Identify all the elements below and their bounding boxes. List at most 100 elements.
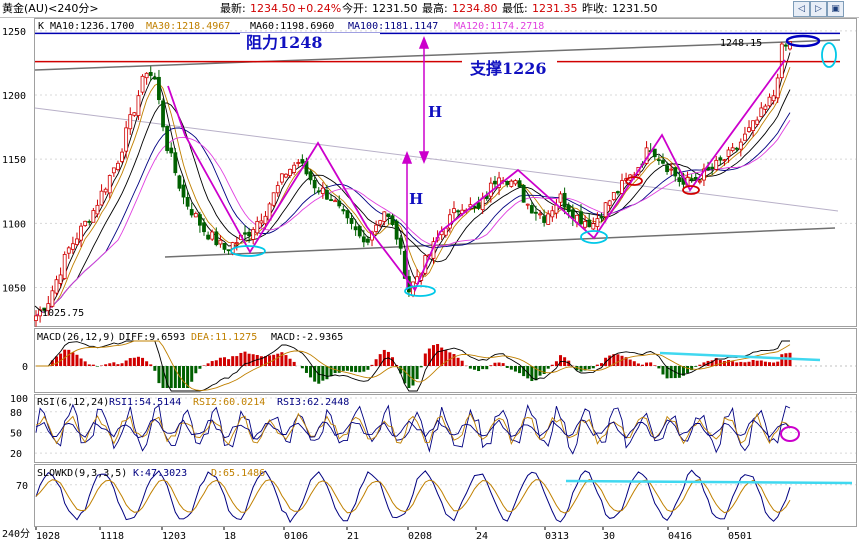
rsi-indicator: 20 50 80 100 xyxy=(10,394,856,460)
candle-body xyxy=(620,180,624,194)
candle-body xyxy=(558,193,563,203)
candle-body xyxy=(226,249,231,252)
candle-body xyxy=(173,152,178,174)
low-label: 最低: xyxy=(502,2,528,15)
candle-body xyxy=(337,200,342,207)
candle-body xyxy=(669,168,674,171)
candle-body xyxy=(70,243,75,250)
measure-arrow-2 xyxy=(401,150,413,290)
candle-body xyxy=(366,238,370,243)
candle-body xyxy=(50,290,55,307)
candle-body xyxy=(447,214,452,229)
kd-divergence-line xyxy=(565,479,853,485)
trend-lines xyxy=(34,39,841,258)
support-label-bg xyxy=(462,58,557,78)
macd-legend-item: DIFF:9.6593 xyxy=(119,332,185,343)
candle-body xyxy=(157,76,161,101)
candle-body xyxy=(148,72,153,76)
candle-body xyxy=(247,231,251,237)
low-price-pointer xyxy=(34,305,43,313)
kline-panel-frame xyxy=(34,18,857,327)
candle-body xyxy=(534,211,538,214)
kd-indicator: 70 xyxy=(16,469,856,524)
candle-body xyxy=(357,226,362,237)
upper-channel-line xyxy=(34,39,841,71)
open-label: 今开: xyxy=(342,2,368,15)
open-price: 1231.50 xyxy=(372,2,418,15)
candle-body xyxy=(513,180,518,185)
candle-body xyxy=(284,173,288,178)
candle-body xyxy=(316,190,321,193)
candle-body xyxy=(718,157,723,161)
candle-body xyxy=(255,221,260,234)
x-tick-label: 0208 xyxy=(408,531,432,541)
candle-body xyxy=(493,180,497,185)
candle-body xyxy=(136,95,141,116)
candle-body xyxy=(398,237,403,249)
candle-body xyxy=(677,177,682,182)
candle-body xyxy=(329,199,333,202)
kd-d-line xyxy=(35,479,791,514)
kd-legend-item: K:47.3023 xyxy=(133,468,187,479)
high-price: 1234.80 xyxy=(452,2,498,15)
low-price-label: 1025.75 xyxy=(42,308,84,319)
candle-body xyxy=(124,127,129,152)
candle-body xyxy=(152,76,157,80)
candle-body xyxy=(784,44,788,47)
candle-body xyxy=(505,181,510,185)
candle-body xyxy=(497,177,501,188)
red-highlight-1 xyxy=(625,176,643,186)
candle-body xyxy=(165,125,170,151)
y-tick-label: 1250 xyxy=(2,27,26,38)
candle-body xyxy=(759,107,764,118)
x-tick-label: 0416 xyxy=(668,531,692,541)
latest-price: 1234.50 xyxy=(250,2,296,15)
rsi-y-tick: 50 xyxy=(10,428,22,439)
bottom-highlight-1 xyxy=(230,245,266,257)
candle-body xyxy=(66,247,71,254)
candle-body xyxy=(509,180,514,187)
quote-header-bar: 黄金(AU)<240分> 最新: 1234.50 +0.24% 今开: 1231… xyxy=(0,0,859,18)
candle-body xyxy=(288,168,292,176)
candle-body xyxy=(771,95,776,102)
ma120-line xyxy=(35,120,791,317)
kd-legend-item: SLOWKD(9,3,3,5) xyxy=(37,468,127,479)
x-axis-ticks: 1028 1118 1203 18 0106 21 0208 24 0313 30 0416 0501 xyxy=(35,527,752,541)
candle-body xyxy=(132,112,137,116)
candle-body xyxy=(517,180,522,188)
x-tick-label: 1028 xyxy=(36,531,60,541)
candle-body xyxy=(214,231,219,246)
candle-body xyxy=(665,165,669,173)
uptrend-support-line xyxy=(164,227,836,258)
top-highlight-blue xyxy=(785,34,821,48)
candle-body xyxy=(271,192,276,206)
candle-body xyxy=(374,224,379,232)
zoom-window-icon[interactable]: ▣ xyxy=(827,1,844,17)
measure-h-label-2: H xyxy=(409,190,423,208)
candle-body xyxy=(202,222,206,233)
y-tick-label: 1150 xyxy=(2,155,26,166)
candle-body xyxy=(652,148,657,158)
candle-body xyxy=(734,147,739,150)
bottom-highlight-2 xyxy=(404,285,436,297)
next-arrow-icon[interactable]: ▷ xyxy=(810,1,827,17)
candle-body xyxy=(661,160,665,164)
candle-body xyxy=(775,77,780,99)
candle-body xyxy=(308,171,313,181)
candle-body xyxy=(62,254,67,279)
candle-body xyxy=(525,203,530,206)
candle-body xyxy=(394,220,399,240)
candle-body xyxy=(378,220,383,225)
candle-body xyxy=(87,221,92,223)
prev-close-price: 1231.50 xyxy=(612,2,658,15)
candle-body xyxy=(222,242,227,250)
candle-body xyxy=(279,173,284,183)
prev-arrow-icon[interactable]: ◁ xyxy=(793,1,810,17)
candle-body xyxy=(538,213,542,216)
candle-body xyxy=(58,274,63,284)
gridlines xyxy=(35,30,856,288)
candle-body xyxy=(275,185,280,194)
candle-body xyxy=(185,197,190,207)
candle-body xyxy=(296,162,301,164)
candle-body xyxy=(198,214,202,226)
